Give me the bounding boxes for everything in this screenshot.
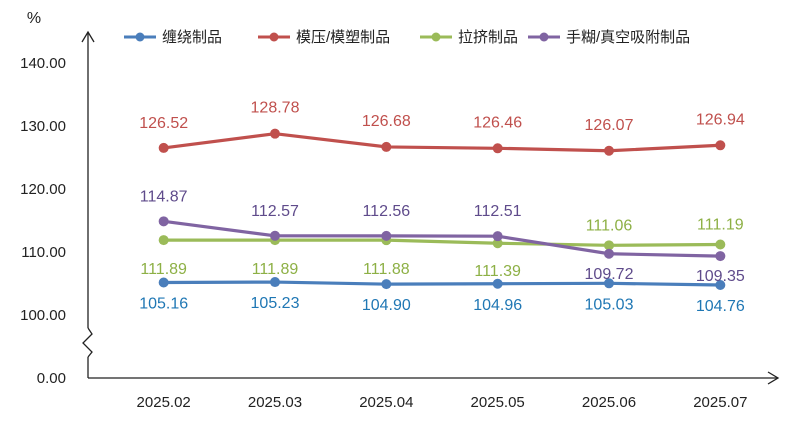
data-label: 112.57: [251, 203, 299, 220]
data-label: 111.19: [697, 217, 744, 234]
data-point: [381, 279, 392, 290]
legend-item: 模压/模塑制品: [258, 29, 390, 46]
data-point: [604, 240, 614, 251]
data-point: [158, 216, 169, 227]
data-point: [492, 231, 503, 242]
x-axis-arrow: [767, 371, 780, 385]
data-point: [270, 230, 280, 241]
y-tick-label: 130.00: [20, 118, 66, 135]
series-1: [158, 277, 726, 291]
x-tick-label: 2025.07: [693, 394, 747, 411]
data-point: [492, 278, 503, 289]
data-point: [381, 230, 392, 241]
data-label: 126.68: [362, 113, 411, 130]
data-point: [270, 128, 280, 139]
data-point: [715, 280, 726, 291]
legend: 缠绕制品 模压/模塑制品 拉挤制品 手糊/真空吸附制品: [124, 28, 690, 46]
y-tick-label: 100.00: [20, 307, 66, 324]
data-label: 126.94: [696, 111, 745, 128]
y-axis-arrow: [81, 30, 95, 43]
data-label: 109.72: [585, 266, 634, 283]
legend-marker: [539, 32, 549, 42]
data-point: [158, 235, 169, 246]
series-2: [158, 128, 726, 156]
data-label: 104.76: [696, 298, 745, 315]
axes: % 0.00 100.00 110.00 120.00 130.00 140.00 2025.…: [20, 10, 780, 411]
series-group: [158, 128, 726, 291]
y-tick-label: 0.00: [37, 370, 66, 387]
data-label: 112.51: [474, 203, 522, 220]
data-label: 128.78: [251, 100, 300, 117]
legend-marker: [135, 32, 145, 42]
x-tick-label: 2025.05: [471, 394, 525, 411]
y-tick-label: 110.00: [21, 244, 66, 261]
data-label: 126.52: [139, 115, 188, 132]
series-line: [163, 219, 721, 258]
data-point: [270, 277, 280, 288]
y-tick-label: 120.00: [20, 181, 66, 198]
data-label: 111.88: [363, 261, 410, 278]
legend-marker: [269, 32, 279, 42]
data-label: 104.90: [362, 297, 411, 314]
data-label: 104.96: [473, 297, 522, 314]
data-label: 112.56: [362, 203, 410, 220]
data-point: [715, 251, 726, 262]
y-axis-break: [82, 327, 93, 358]
series-line: [163, 132, 721, 153]
legend-item: 手糊/真空吸附制品: [528, 28, 690, 46]
x-tick-label: 2025.02: [137, 394, 191, 411]
data-label: 114.87: [140, 188, 188, 205]
x-tick-label: 2025.06: [582, 394, 636, 411]
x-tick-label: 2025.03: [248, 394, 302, 411]
legend-label: 模压/模塑制品: [296, 29, 390, 46]
data-point: [492, 143, 503, 154]
data-label: 105.23: [251, 295, 300, 312]
legend-marker: [431, 32, 441, 42]
data-label: 109.35: [696, 268, 745, 285]
legend-label: 拉挤制品: [458, 29, 518, 46]
data-label: 111.89: [252, 261, 299, 278]
data-label: 111.06: [586, 217, 633, 234]
data-point: [715, 140, 726, 151]
data-label: 105.03: [585, 296, 634, 313]
x-tick-label: 2025.04: [359, 394, 413, 411]
data-point: [715, 239, 726, 250]
data-point: [604, 145, 614, 156]
data-point: [158, 142, 169, 153]
data-label: 126.46: [473, 114, 522, 131]
legend-label: 缠绕制品: [162, 28, 222, 46]
data-label: 111.89: [140, 261, 187, 278]
data-label: 105.16: [139, 295, 188, 312]
data-label: 126.07: [585, 117, 634, 134]
series-4: [158, 216, 726, 262]
legend-item: 缠绕制品: [124, 28, 222, 46]
data-label: 111.39: [474, 263, 521, 280]
data-point: [158, 277, 169, 288]
legend-item: 拉挤制品: [420, 29, 518, 46]
data-point: [492, 238, 503, 249]
y-tick-label: 140.00: [20, 55, 66, 72]
series-line: [163, 280, 721, 287]
data-point: [604, 278, 614, 289]
data-point: [604, 248, 614, 259]
data-labels: 105.16 105.23 104.90 104.96 105.03 104.76 126.…: [139, 100, 745, 315]
y-unit-label: %: [27, 10, 41, 27]
data-point: [381, 141, 392, 152]
legend-label: 手糊/真空吸附制品: [566, 28, 690, 46]
series-line: [163, 238, 721, 247]
